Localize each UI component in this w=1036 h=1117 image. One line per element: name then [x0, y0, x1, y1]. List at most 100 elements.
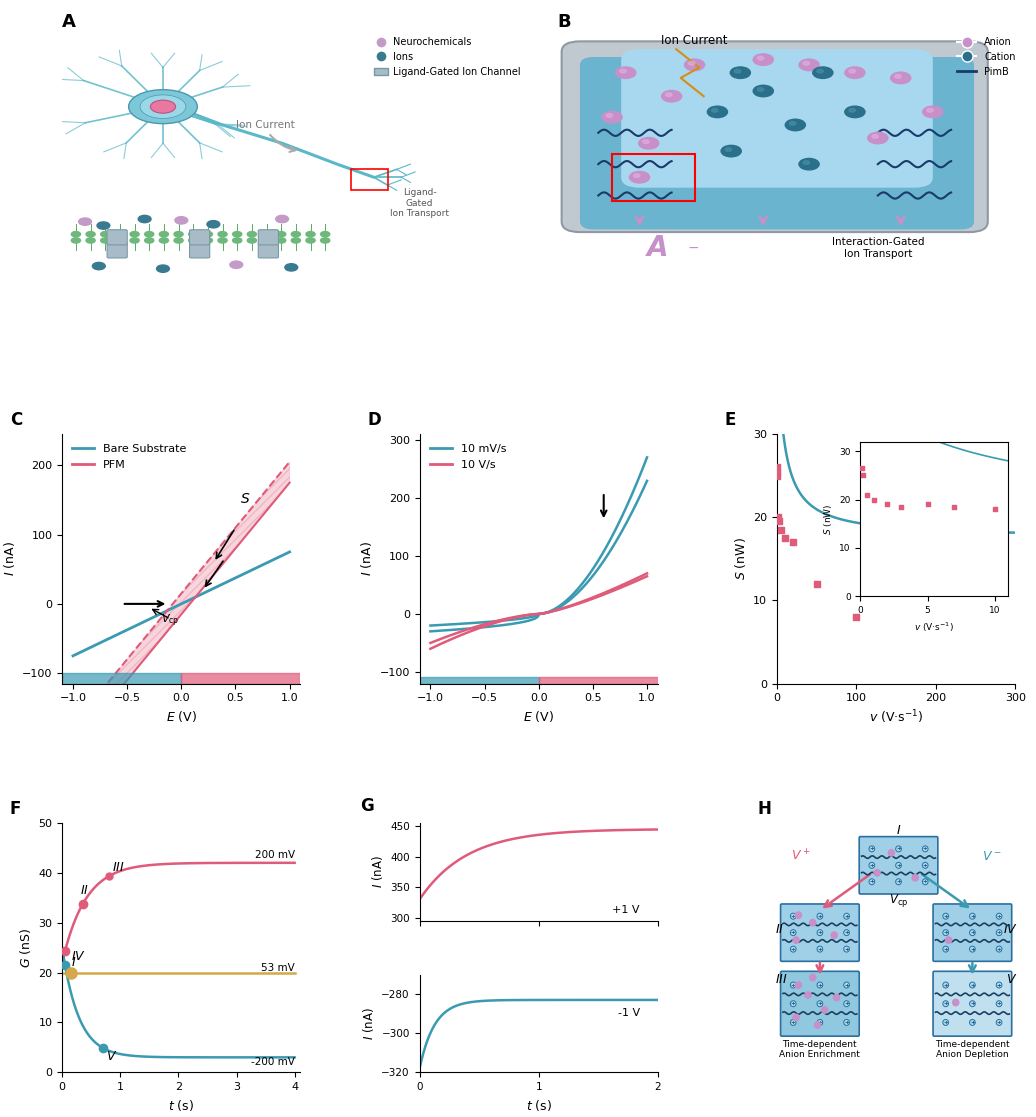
Text: +: +	[817, 946, 823, 952]
Text: +: +	[923, 862, 927, 868]
Circle shape	[943, 1020, 949, 1025]
Circle shape	[922, 846, 928, 852]
Circle shape	[638, 137, 659, 149]
Text: +: +	[923, 847, 927, 851]
Bar	[181, 674, 300, 684]
Y-axis label: $I$ (nA): $I$ (nA)	[1, 542, 17, 576]
Text: $I$: $I$	[896, 824, 901, 837]
Point	[773, 521, 789, 538]
Circle shape	[79, 218, 91, 226]
Legend: Neurochemicals, Ions, Ligand-Gated Ion Channel: Neurochemicals, Ions, Ligand-Gated Ion C…	[370, 34, 524, 80]
Circle shape	[233, 238, 241, 244]
Circle shape	[174, 231, 183, 237]
Text: +: +	[944, 914, 948, 918]
Circle shape	[115, 238, 124, 244]
Text: 53 mV: 53 mV	[261, 963, 294, 973]
Circle shape	[642, 140, 650, 143]
Circle shape	[708, 106, 727, 117]
Text: $III$: $III$	[112, 861, 124, 873]
Point	[848, 608, 865, 626]
Y-axis label: $G$ (nS): $G$ (nS)	[18, 927, 33, 967]
Circle shape	[145, 231, 153, 237]
Circle shape	[970, 946, 975, 952]
Circle shape	[843, 946, 850, 952]
Text: $II$: $II$	[80, 884, 89, 897]
Bare Substrate	[196, 588, 208, 601]
Circle shape	[156, 265, 170, 273]
Circle shape	[843, 914, 850, 919]
Text: Ion Current: Ion Current	[236, 120, 295, 130]
Circle shape	[843, 1020, 850, 1025]
Circle shape	[100, 238, 110, 244]
Text: +: +	[970, 930, 975, 935]
Y-axis label: $I$ (nA): $I$ (nA)	[370, 856, 384, 888]
Text: $V$: $V$	[106, 1050, 117, 1063]
Text: $II$: $II$	[775, 923, 783, 936]
Circle shape	[997, 1001, 1002, 1006]
Ellipse shape	[150, 101, 175, 113]
X-axis label: $E$ (V): $E$ (V)	[523, 709, 554, 724]
Text: Time-dependent
Anion Depletion: Time-dependent Anion Depletion	[936, 1040, 1010, 1059]
Circle shape	[848, 108, 856, 112]
Text: +: +	[997, 930, 1002, 935]
Circle shape	[922, 862, 928, 868]
Circle shape	[822, 1006, 828, 1013]
Circle shape	[844, 106, 865, 117]
Text: $IV$: $IV$	[70, 949, 86, 963]
Circle shape	[814, 1022, 821, 1028]
Circle shape	[725, 147, 731, 151]
Circle shape	[248, 231, 257, 237]
Bar	[62, 674, 181, 684]
Text: $V^+$: $V^+$	[792, 848, 810, 863]
Circle shape	[620, 69, 626, 73]
FancyBboxPatch shape	[780, 904, 859, 962]
Text: C: C	[9, 411, 22, 429]
Circle shape	[320, 231, 329, 237]
Bare Substrate	[66, 649, 79, 662]
Ellipse shape	[128, 89, 197, 124]
Polygon shape	[677, 49, 703, 96]
Text: +: +	[997, 1001, 1002, 1006]
Text: +: +	[944, 930, 948, 935]
Circle shape	[868, 132, 888, 144]
Circle shape	[276, 216, 288, 222]
X-axis label: $E$ (V): $E$ (V)	[166, 709, 197, 724]
FancyBboxPatch shape	[258, 242, 279, 258]
Circle shape	[86, 238, 95, 244]
Circle shape	[891, 73, 911, 84]
Text: +: +	[790, 1001, 796, 1006]
Circle shape	[130, 238, 139, 244]
Circle shape	[997, 946, 1002, 952]
Circle shape	[848, 69, 856, 73]
Text: 200 mV: 200 mV	[255, 850, 294, 860]
Text: +: +	[944, 983, 948, 987]
Text: H: H	[758, 800, 772, 818]
Circle shape	[895, 75, 901, 78]
Circle shape	[174, 238, 183, 244]
Bare Substrate	[263, 555, 276, 569]
Circle shape	[757, 87, 764, 92]
Text: Ligand-
Gated
Ion Transport: Ligand- Gated Ion Transport	[391, 189, 449, 218]
Circle shape	[606, 114, 612, 117]
Line: Bare Substrate: Bare Substrate	[73, 552, 290, 656]
Circle shape	[145, 238, 153, 244]
Circle shape	[634, 174, 640, 178]
Legend: Anion, Cation, PimB: Anion, Cation, PimB	[953, 34, 1019, 80]
Circle shape	[927, 108, 933, 112]
Circle shape	[86, 231, 95, 237]
Circle shape	[874, 869, 881, 876]
Circle shape	[218, 231, 227, 237]
Text: +: +	[997, 983, 1002, 987]
Bare Substrate	[67, 649, 80, 662]
Text: +: +	[970, 983, 975, 987]
Circle shape	[757, 56, 764, 60]
Circle shape	[115, 231, 124, 237]
FancyBboxPatch shape	[622, 49, 932, 188]
FancyBboxPatch shape	[107, 242, 127, 258]
Circle shape	[630, 172, 650, 183]
Text: +: +	[896, 847, 901, 851]
Legend: Bare Substrate, PFM: Bare Substrate, PFM	[67, 440, 191, 474]
Circle shape	[872, 135, 879, 139]
Circle shape	[793, 1014, 799, 1021]
Circle shape	[970, 914, 975, 919]
